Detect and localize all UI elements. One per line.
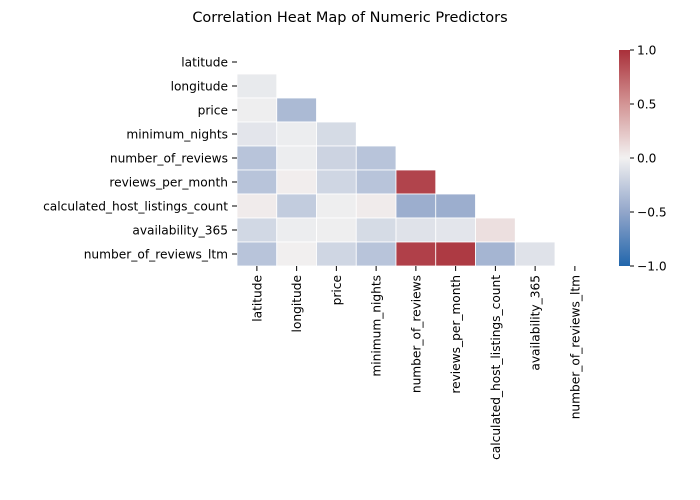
heatmap-cell xyxy=(276,169,317,195)
colorbar: 1.0 0.5 0.0 −0.5 −1.0 xyxy=(619,44,667,274)
heatmap-cell xyxy=(276,97,317,123)
heatmap-cell xyxy=(276,121,317,147)
y-tick-label: reviews_per_month xyxy=(109,176,228,190)
x-tick-label: longitude xyxy=(290,275,304,332)
x-tick-label: latitude xyxy=(250,275,264,322)
heatmap-cell xyxy=(276,193,317,219)
y-tick-label: minimum_nights xyxy=(126,128,228,142)
heatmap-cells xyxy=(236,73,556,267)
y-tick-label: longitude xyxy=(171,80,228,94)
x-tick-labels: latitude longitude price minimum_nights numb… xyxy=(250,266,582,460)
chart-title: Correlation Heat Map of Numeric Predicto… xyxy=(192,10,507,26)
heatmap-cell xyxy=(395,217,437,243)
heatmap-cell xyxy=(316,217,357,243)
heatmap-cell xyxy=(435,241,476,267)
x-tick-label: availability_365 xyxy=(529,275,543,371)
x-tick-label: minimum_nights xyxy=(370,275,384,377)
heatmap-cell xyxy=(316,169,357,195)
heatmap-cell xyxy=(276,145,317,171)
x-tick-label: number_of_reviews_ltm xyxy=(568,275,582,419)
heatmap-cell xyxy=(435,193,476,219)
x-tick-label: number_of_reviews xyxy=(409,275,423,393)
heatmap-cell xyxy=(236,145,278,171)
heatmap-cell xyxy=(236,241,278,267)
heatmap-cell xyxy=(316,121,357,147)
heatmap-cell xyxy=(355,145,397,171)
y-tick-label: price xyxy=(198,104,228,118)
heatmap-cell xyxy=(316,241,357,267)
colorbar-gradient xyxy=(619,50,630,266)
heatmap-cell xyxy=(355,241,397,267)
y-tick-label: latitude xyxy=(181,56,228,70)
heatmap-cell xyxy=(276,241,317,267)
colorbar-tick-label: 1.0 xyxy=(637,44,656,58)
colorbar-tick-label: −1.0 xyxy=(637,260,667,274)
heatmap-cell xyxy=(395,193,437,219)
heatmap-cell xyxy=(236,217,278,243)
heatmap-cell xyxy=(236,73,278,99)
heatmap-cell xyxy=(395,169,437,195)
x-tick-label: price xyxy=(330,275,344,305)
y-tick-label: calculated_host_listings_count xyxy=(43,200,228,214)
heatmap-cell xyxy=(475,217,516,243)
x-tick-label: calculated_host_listings_count xyxy=(489,275,503,460)
y-tick-label: number_of_reviews_ltm xyxy=(84,248,228,262)
heatmap-cell xyxy=(355,217,397,243)
colorbar-tick-label: −0.5 xyxy=(637,206,667,220)
x-tick-label: reviews_per_month xyxy=(449,275,463,394)
y-tick-labels: latitude longitude price minimum_nightsnumb… xyxy=(43,56,237,262)
colorbar-tick-label: 0.5 xyxy=(637,98,656,112)
heatmap-cell xyxy=(514,241,556,267)
heatmap-cell xyxy=(355,169,397,195)
heatmap-cell xyxy=(355,193,397,219)
y-tick-label: number_of_reviews xyxy=(110,152,228,166)
heatmap-cell xyxy=(236,121,278,147)
colorbar-tick-label: 0.0 xyxy=(637,152,656,166)
heatmap-cell xyxy=(395,241,437,267)
heatmap-cell xyxy=(475,241,516,267)
heatmap-cell xyxy=(316,193,357,219)
heatmap-cell xyxy=(276,217,317,243)
heatmap-cell xyxy=(316,145,357,171)
heatmap-cell xyxy=(236,97,278,123)
heatmap-cell xyxy=(236,193,278,219)
y-tick-label: availability_365 xyxy=(132,224,228,238)
heatmap-cell xyxy=(236,169,278,195)
heatmap-cell xyxy=(435,217,476,243)
